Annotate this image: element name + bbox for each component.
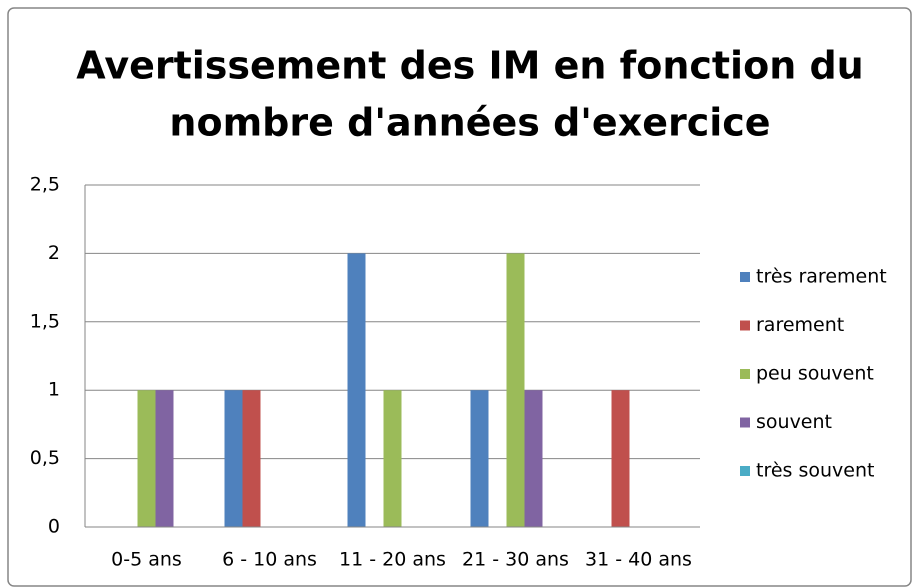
legend-label: peu souvent <box>756 363 874 385</box>
bar <box>470 390 489 527</box>
bar <box>383 390 402 527</box>
bar <box>137 390 156 527</box>
bar <box>611 390 630 527</box>
y-tick-label: 2 <box>48 242 60 264</box>
legend-label: rarement <box>756 314 844 336</box>
y-tick-label: 2,5 <box>30 174 60 196</box>
bar <box>506 253 525 527</box>
x-tick-label: 0-5 ans <box>111 549 182 571</box>
bar <box>524 390 543 527</box>
x-tick-label: 31 - 40 ans <box>585 549 692 571</box>
chart-title: nombre d'années d'exercice <box>169 101 770 145</box>
legend-swatch <box>740 417 750 428</box>
legend-swatch <box>740 272 750 282</box>
x-tick-label: 6 - 10 ans <box>222 549 317 571</box>
legend-label: très rarement <box>756 266 887 288</box>
x-tick-label: 11 - 20 ans <box>339 549 446 571</box>
x-tick-label: 21 - 30 ans <box>462 549 569 571</box>
bar <box>242 390 261 527</box>
y-tick-label: 1,5 <box>30 310 60 332</box>
legend-label: souvent <box>756 411 832 433</box>
y-tick-label: 0,5 <box>30 447 60 469</box>
legend-label: très souvent <box>756 460 874 482</box>
legend-swatch <box>740 320 750 331</box>
chart-title: Avertissement des IM en fonction du <box>76 44 863 88</box>
bar <box>224 390 243 527</box>
y-tick-label: 0 <box>48 516 60 538</box>
bar <box>347 253 366 527</box>
legend-swatch <box>740 466 750 476</box>
legend-swatch <box>740 369 750 379</box>
y-tick-label: 1 <box>48 379 60 401</box>
bar <box>155 390 174 527</box>
